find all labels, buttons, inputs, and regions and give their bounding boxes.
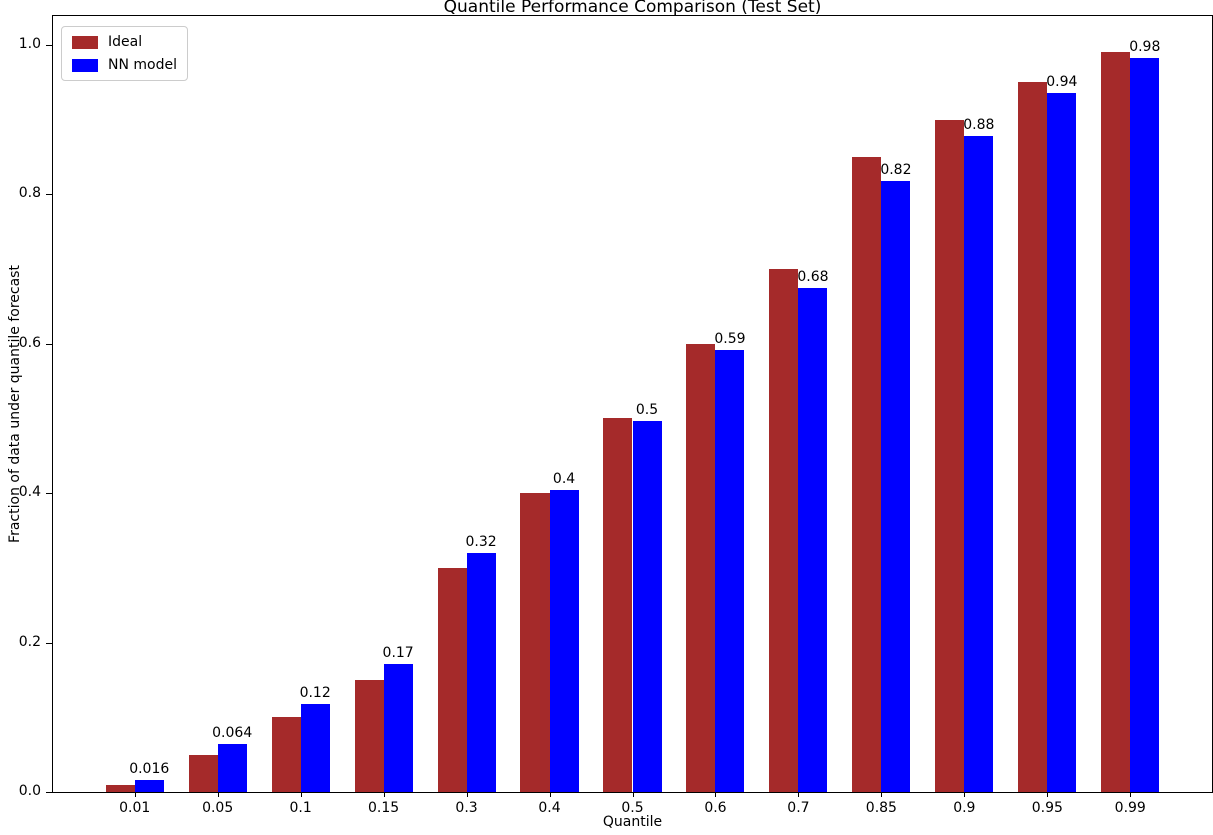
bar-value-label: 0.68: [797, 268, 829, 285]
x-tick-label: 0.1: [289, 800, 312, 816]
y-tick-label: 0.4: [18, 484, 41, 501]
x-tick-label: 0.4: [538, 800, 561, 816]
bar-ideal: [1018, 82, 1048, 792]
legend: Ideal NN model: [61, 26, 188, 81]
legend-label-nn-model: NN model: [108, 57, 177, 73]
x-tick-label: 0.9: [953, 800, 976, 816]
x-tick: [715, 792, 717, 797]
y-tick: [46, 493, 52, 495]
legend-swatch-ideal: [72, 35, 98, 49]
x-tick: [1047, 792, 1049, 797]
bar-value-label: 0.32: [465, 533, 497, 550]
legend-item-ideal: Ideal: [72, 34, 177, 50]
bar-nn-model: [217, 744, 247, 792]
bar-ideal: [852, 156, 882, 792]
chart-title: Quantile Performance Comparison (Test Se…: [443, 0, 822, 17]
legend-swatch-nn-model: [72, 58, 98, 72]
bar-ideal: [686, 343, 716, 792]
x-tick: [466, 792, 468, 797]
bar-nn-model: [549, 490, 579, 792]
bar-ideal: [603, 418, 633, 792]
y-tick-label: 0.2: [18, 633, 41, 650]
x-tick-label: 0.85: [865, 800, 897, 816]
bar-nn-model: [715, 350, 745, 792]
bar-value-label: 0.82: [880, 161, 912, 178]
bar-ideal: [188, 754, 218, 792]
x-tick: [1130, 792, 1132, 797]
x-tick: [881, 792, 883, 797]
bar-nn-model: [466, 552, 496, 792]
y-axis-label: Fraction of data under quantile forecast: [7, 265, 23, 543]
bar-ideal: [105, 784, 135, 792]
y-tick-label: 1.0: [18, 35, 41, 52]
x-tick-label: 0.6: [704, 800, 727, 816]
bar-value-label: 0.94: [1046, 74, 1078, 91]
bar-ideal: [354, 679, 384, 792]
bar-nn-model: [1130, 57, 1160, 792]
bar-value-label: 0.016: [129, 761, 170, 778]
x-tick: [632, 792, 634, 797]
bar-ideal: [935, 119, 965, 792]
bar-value-label: 0.5: [635, 402, 659, 419]
y-tick: [46, 792, 52, 793]
x-tick: [964, 792, 966, 797]
bar-nn-model: [881, 180, 911, 792]
bar-ideal: [271, 717, 301, 792]
y-tick-label: 0.8: [18, 185, 41, 202]
bar-value-label: 0.4: [552, 471, 576, 488]
y-tick: [46, 44, 52, 46]
x-tick-label: 0.01: [119, 800, 151, 816]
bar-nn-model: [632, 421, 662, 792]
bar-nn-model: [1047, 93, 1077, 792]
x-tick: [217, 792, 219, 797]
bar-ideal: [1101, 52, 1131, 792]
x-tick: [300, 792, 302, 797]
x-tick-label: 0.7: [787, 800, 810, 816]
x-tick: [134, 792, 136, 797]
y-tick: [46, 642, 52, 644]
bar-value-label: 0.17: [382, 645, 414, 662]
bar-value-label: 0.064: [212, 725, 253, 742]
bar-value-label: 0.98: [1129, 38, 1161, 55]
legend-item-nn-model: NN model: [72, 57, 177, 73]
bar-nn-model: [964, 136, 994, 792]
bar-ideal: [769, 269, 799, 792]
bar-nn-model: [300, 703, 330, 792]
bar-value-label: 0.88: [963, 117, 995, 134]
bar-nn-model: [798, 287, 828, 792]
bar-nn-model: [383, 664, 413, 792]
y-tick-label: 0.0: [18, 783, 41, 799]
x-tick: [798, 792, 800, 797]
x-tick-label: 0.3: [455, 800, 478, 816]
x-tick: [383, 792, 385, 797]
x-tick: [549, 792, 551, 797]
legend-label-ideal: Ideal: [108, 34, 143, 50]
x-tick-label: 0.95: [1031, 800, 1063, 816]
x-tick-label: 0.05: [202, 800, 234, 816]
x-tick-label: 0.99: [1114, 800, 1146, 816]
bar-ideal: [520, 493, 550, 792]
bar-nn-model: [134, 780, 164, 792]
bar-ideal: [437, 567, 467, 792]
bar-value-label: 0.12: [299, 684, 331, 701]
y-tick-label: 0.6: [18, 334, 41, 351]
y-tick: [46, 194, 52, 196]
plot-area: Ideal NN model 0.016 0.01 0.064 0.05 0.12 0.1…: [19, 15, 1213, 816]
x-tick-label: 0.15: [368, 800, 400, 816]
x-axis-label: Quantile: [602, 814, 663, 830]
y-tick: [46, 343, 52, 345]
bar-value-label: 0.59: [714, 331, 746, 348]
x-tick-label: 0.5: [621, 800, 644, 816]
